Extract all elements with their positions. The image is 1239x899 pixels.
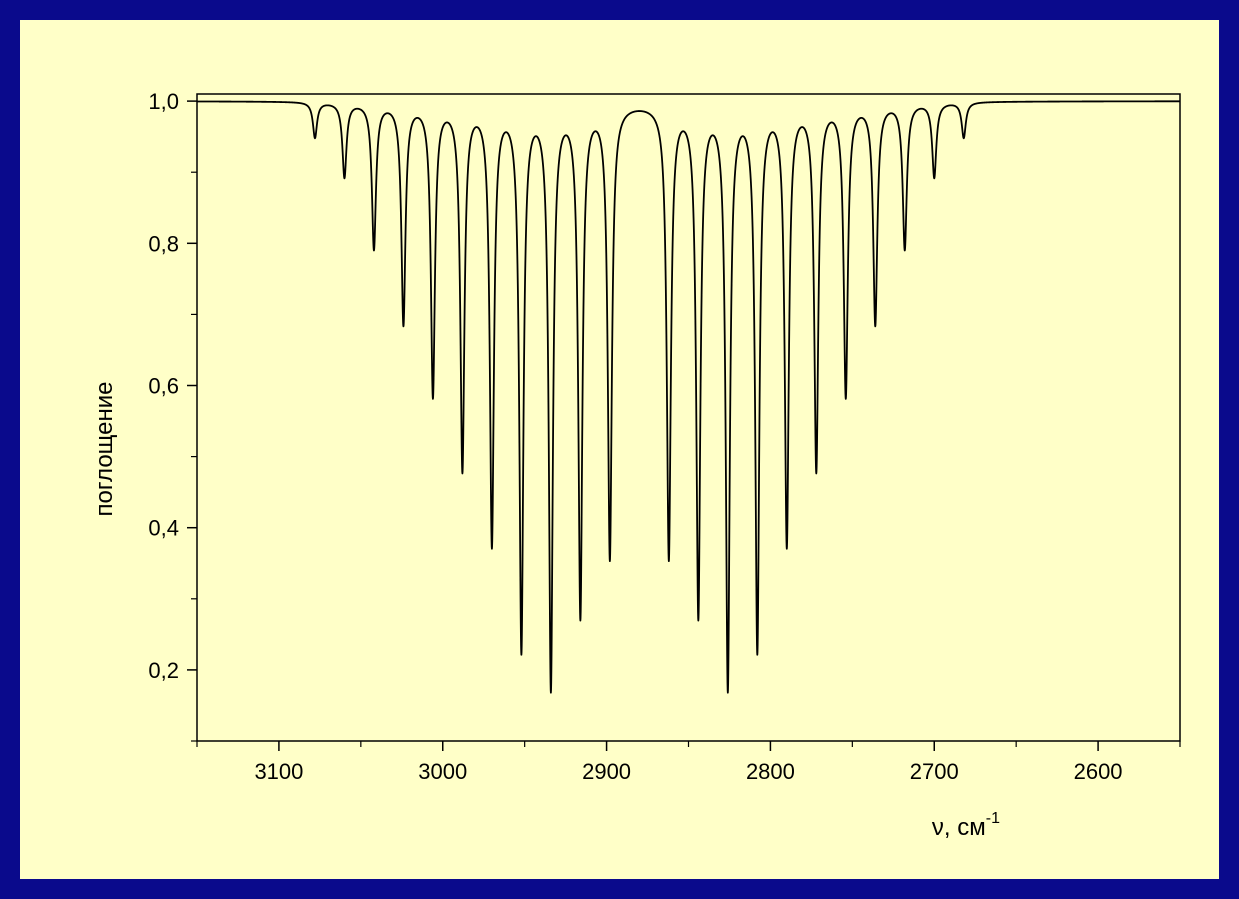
absorption-peak [756,644,759,646]
absorption-peak [668,553,670,555]
y-tick-label: 0,2 [148,658,179,683]
y-tick-label: 0,6 [148,374,179,399]
spectrum-chart: 3100 3000 2900 2800 2700 2600 0,2 0,4 0,6 0,8 1,0… [91,89,1181,841]
x-tick-label: 2700 [910,759,959,784]
absorption-peak [520,644,523,646]
plot-border [196,93,1181,742]
absorption-peak [373,246,375,248]
absorption-peak [343,174,346,177]
x-tick-label: 3000 [418,759,467,784]
absorption-peak [962,135,965,138]
y-tick-label: 0,8 [148,231,179,256]
x-tick-label: 2800 [746,759,795,784]
absorption-peak [727,681,729,684]
absorption-peak [786,538,788,541]
absorption-peak [461,465,464,467]
absorption-peak [903,246,906,248]
y-axis-label: поглощение [91,381,118,516]
absorption-peak [844,391,847,394]
x-tick-label: 3100 [254,759,303,784]
x-tick-label: 2900 [582,759,631,784]
absorption-peak [579,610,582,612]
x-tick-label: 2600 [1074,759,1123,784]
absorption-peak [402,320,405,323]
plot-area [196,93,1181,742]
y-tick-label: 0,4 [148,516,179,541]
absorption-peak [432,391,434,394]
series-layer [196,100,1181,694]
x-axis: 3100 3000 2900 2800 2700 2600 [196,741,1181,784]
x-axis-label-superscript: -1 [986,810,1000,827]
absorption-peak [815,465,818,467]
absorption-peak [609,553,611,555]
chart-frame: 3100 3000 2900 2800 2700 2600 0,2 0,4 0,6 0,8 1,0… [20,20,1219,879]
absorption-peak [697,610,700,612]
absorption-peak [874,320,877,323]
x-axis-label-text: ν, см [932,814,986,841]
absorption-peak [933,174,936,177]
absorption-peak [491,538,493,541]
y-tick-label: 1,0 [148,89,179,114]
absorption-peak [314,135,316,138]
x-axis-label: ν, см-1 [932,810,1000,841]
absorption-peak [550,681,552,684]
y-axis: 0,2 0,4 0,6 0,8 1,0 [148,89,197,742]
spectrum-line [196,100,1181,694]
